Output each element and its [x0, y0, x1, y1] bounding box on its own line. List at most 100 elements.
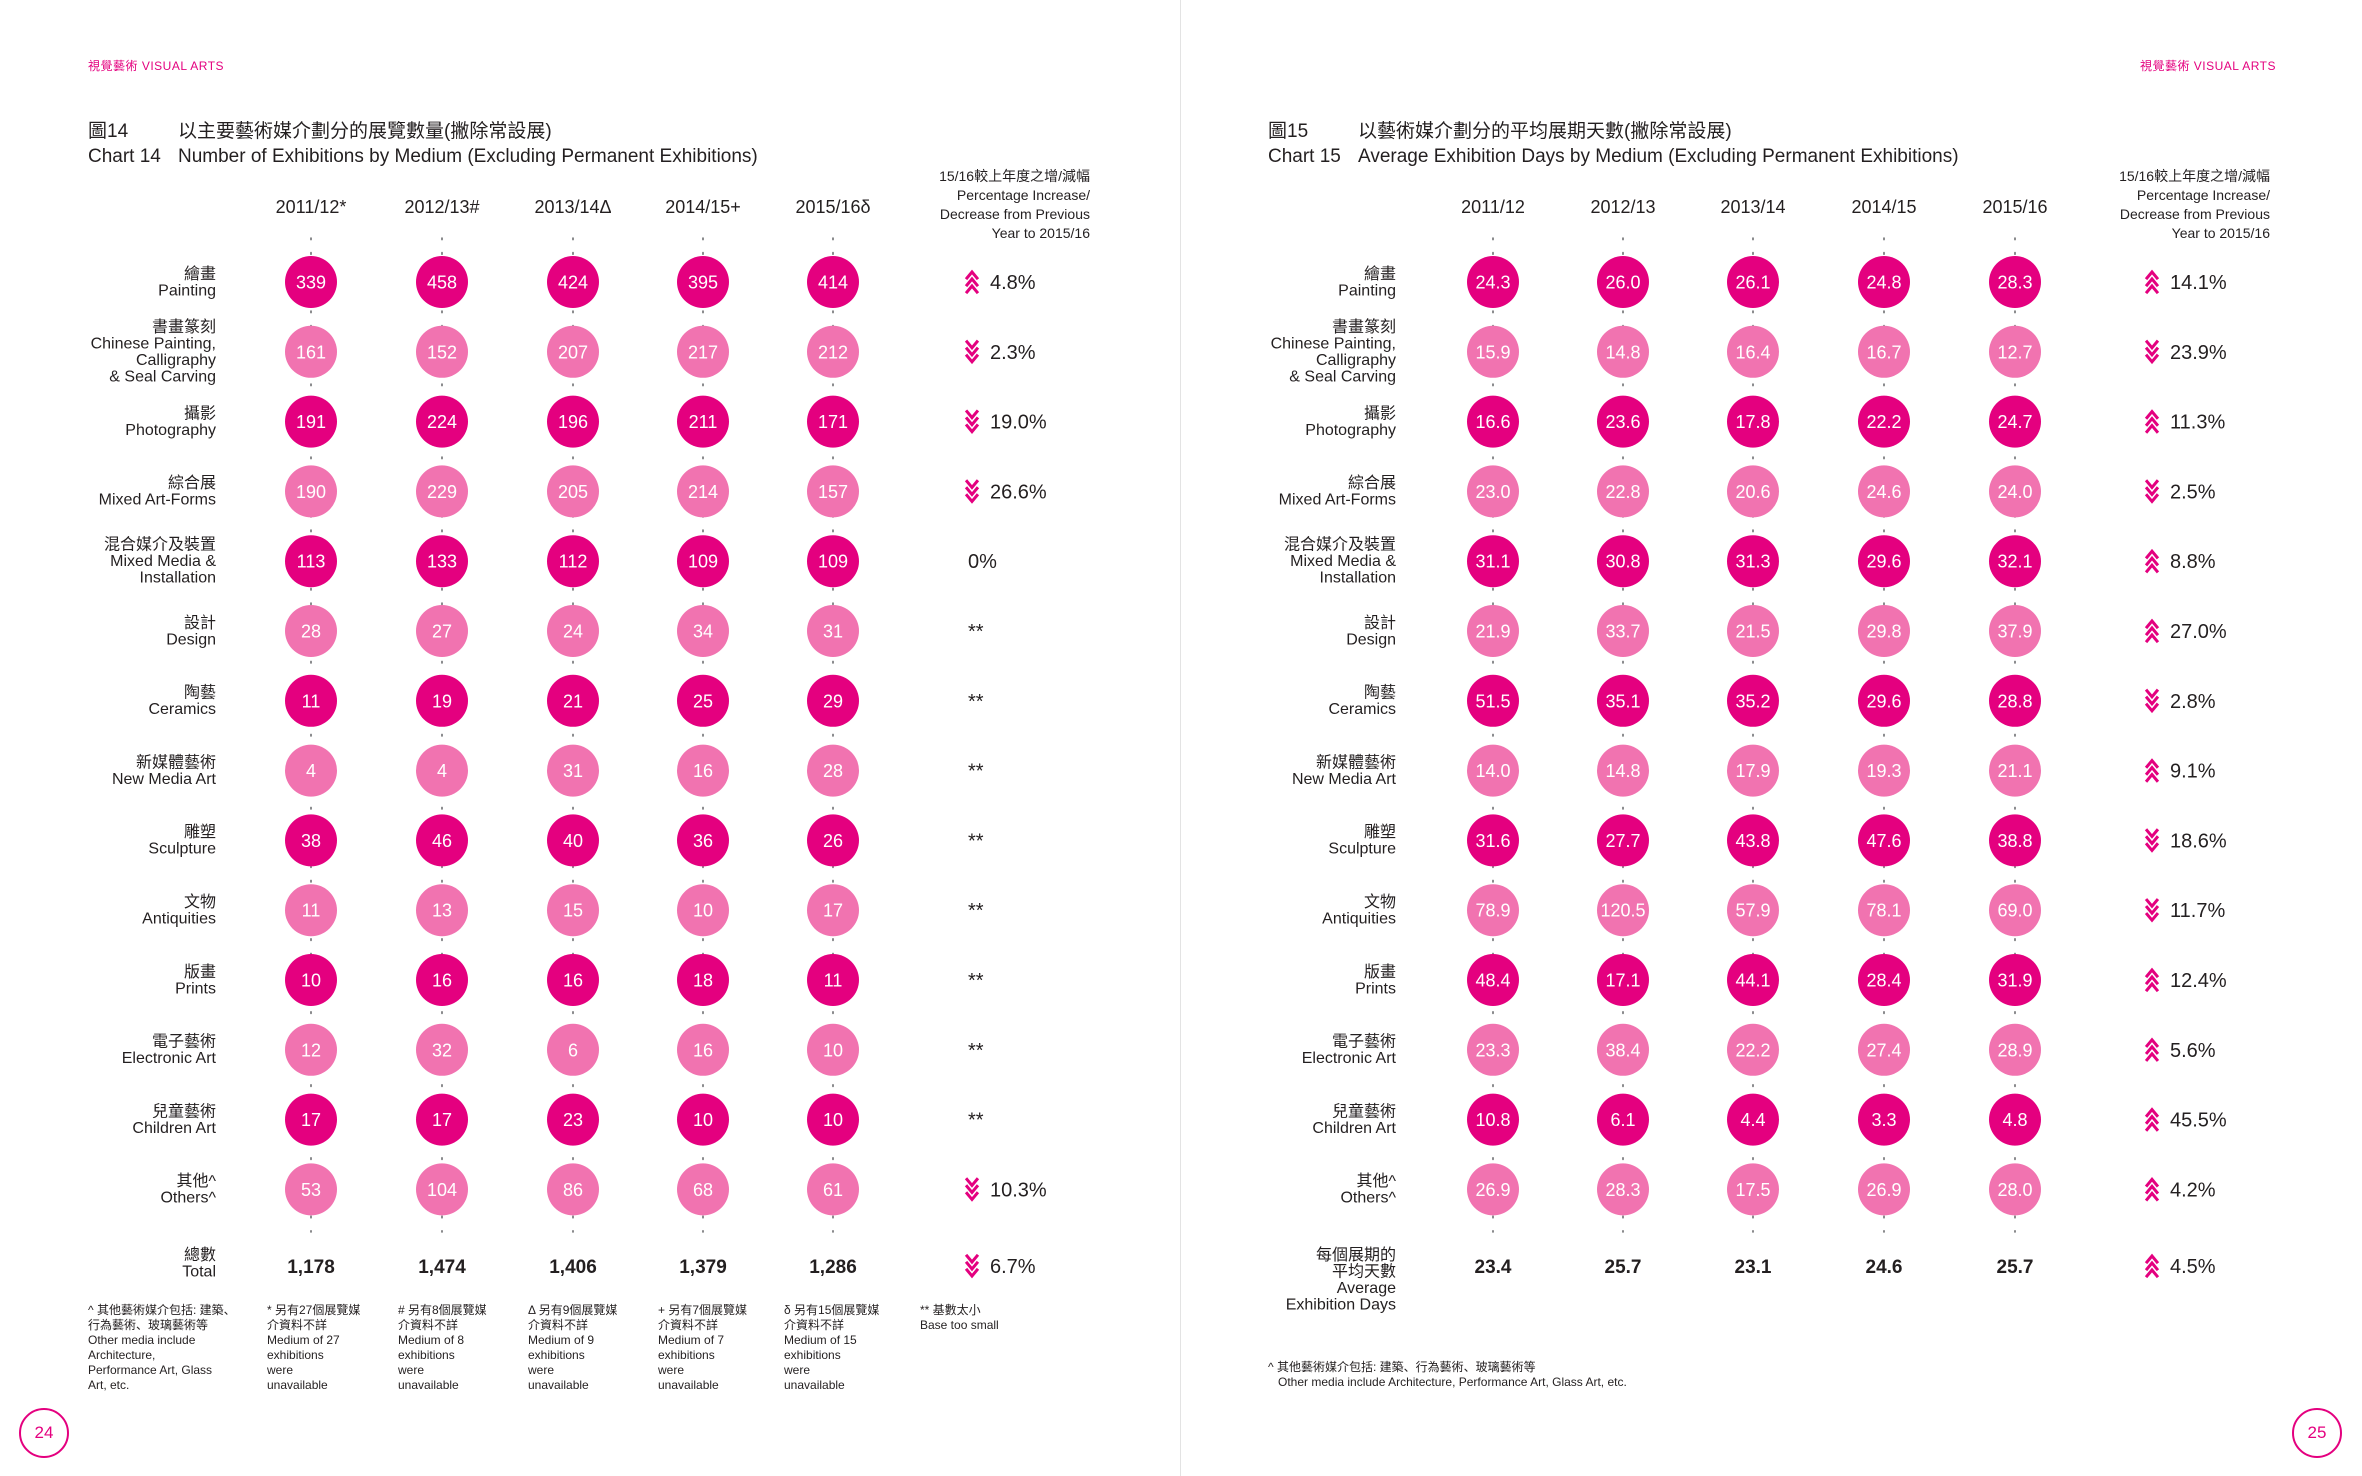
value-bubble	[1989, 256, 2041, 308]
category-label-en: Prints	[1355, 980, 1396, 997]
value-label: 11	[302, 901, 321, 921]
category-label-zh: 陶藝	[1364, 684, 1396, 702]
value-label: 35.1	[1605, 691, 1640, 711]
page-left: 視覺藝術 VISUAL ARTS 24	[0, 0, 1180, 1476]
value-bubble	[1467, 605, 1519, 657]
change-column-header: Percentage Increase/	[957, 187, 1090, 203]
value-bubble	[807, 1163, 859, 1216]
category-label-zh: 文物	[1364, 893, 1396, 911]
value-label: 24.6	[1866, 482, 1901, 502]
footnote: were	[397, 1363, 424, 1377]
value-label: 78.1	[1866, 901, 1901, 921]
value-label: 27.4	[1866, 1040, 1901, 1060]
change-value: 10.3%	[990, 1179, 1047, 1201]
footnote: exhibitions	[267, 1348, 324, 1362]
total-label: 每個展期的	[1316, 1246, 1396, 1264]
value-bubble	[677, 884, 729, 937]
value-label: 23	[563, 1110, 583, 1130]
value-label: 104	[427, 1180, 457, 1200]
value-bubble	[547, 744, 599, 797]
category-label-en: Painting	[158, 282, 216, 299]
increase-arrow-icon	[2144, 1253, 2160, 1279]
value-label: 109	[818, 552, 848, 572]
category-label-zh: 書畫篆刻	[152, 317, 216, 336]
value-bubble	[1727, 325, 1779, 378]
change-value: **	[968, 691, 984, 713]
value-label: 22.2	[1735, 1040, 1770, 1060]
value-bubble	[1989, 1023, 2041, 1076]
change-column-header: 15/16較上年度之增/減幅	[2119, 168, 2270, 184]
total-label: 平均天數	[1332, 1263, 1396, 1281]
value-label: 6	[568, 1040, 578, 1060]
value-bubble	[416, 325, 468, 378]
value-label: 21.9	[1475, 622, 1510, 642]
value-label: 29.8	[1866, 622, 1901, 642]
change-value: 9.1%	[2170, 761, 2216, 783]
footnote: Medium of 7	[658, 1333, 724, 1347]
value-label: 17.9	[1735, 761, 1770, 781]
value-bubble	[547, 256, 599, 308]
value-label: 53	[301, 1180, 321, 1200]
category-label-en: Electronic Art	[122, 1050, 217, 1067]
value-bubble	[547, 395, 599, 448]
total-value: 23.1	[1735, 1257, 1772, 1278]
footnote: unavailable	[658, 1378, 719, 1392]
value-label: 214	[688, 482, 718, 502]
column-header: 2015/16δ	[795, 197, 870, 217]
value-bubble	[547, 605, 599, 657]
category-label-zh: 版畫	[184, 963, 216, 981]
value-label: 25	[693, 691, 713, 711]
footnote: Architecture,	[88, 1348, 155, 1362]
increase-arrow-icon	[2144, 1037, 2160, 1062]
value-bubble	[1597, 814, 1649, 867]
value-label: 32	[432, 1040, 452, 1060]
value-bubble	[416, 884, 468, 937]
change-value: **	[968, 970, 984, 992]
value-label: 23.0	[1475, 482, 1510, 502]
value-bubble	[677, 395, 729, 448]
value-label: 24.8	[1866, 273, 1901, 293]
increase-arrow-icon	[2144, 269, 2160, 295]
value-bubble	[677, 744, 729, 797]
footnote: exhibitions	[784, 1348, 841, 1362]
value-bubble	[1989, 744, 2041, 797]
value-label: 339	[296, 273, 326, 293]
value-bubble	[416, 535, 468, 588]
total-label: Total	[182, 1264, 216, 1281]
total-value: 23.4	[1475, 1257, 1512, 1278]
value-bubble	[416, 465, 468, 518]
total-label: Exhibition Days	[1286, 1297, 1396, 1314]
value-bubble	[285, 395, 337, 448]
value-bubble	[677, 325, 729, 378]
change-value: **	[968, 1110, 984, 1132]
value-label: 224	[427, 412, 457, 432]
column-header: 2013/14Δ	[534, 197, 611, 217]
value-bubble	[807, 256, 859, 308]
decrease-arrow-icon	[2144, 688, 2160, 714]
value-bubble	[1597, 1163, 1649, 1216]
value-label: 15.9	[1475, 342, 1510, 362]
total-value: 24.6	[1866, 1257, 1903, 1278]
value-label: 26.1	[1735, 273, 1770, 293]
value-bubble	[1727, 674, 1779, 727]
value-bubble	[1858, 1023, 1910, 1076]
value-bubble	[1467, 1093, 1519, 1146]
footnote: were	[266, 1363, 293, 1377]
value-label: 4.4	[1740, 1110, 1765, 1130]
value-bubble	[807, 954, 859, 1006]
category-label-en: Design	[1346, 631, 1396, 648]
value-label: 10	[823, 1040, 843, 1060]
decrease-arrow-icon	[964, 339, 980, 365]
page-gutter	[1180, 0, 1181, 1476]
category-label-en: Antiquities	[142, 910, 216, 927]
chart-title-zh: 以藝術媒介劃分的平均展期天數(撇除常設展)	[1358, 120, 1732, 142]
value-label: 171	[818, 412, 848, 432]
category-label-en: New Media Art	[1292, 771, 1397, 788]
value-bubble	[285, 325, 337, 378]
footnote: were	[527, 1363, 554, 1377]
category-label-en: New Media Art	[112, 771, 217, 788]
footnote: were	[783, 1363, 810, 1377]
category-label-en: Calligraphy	[136, 352, 216, 369]
value-label: 46	[432, 831, 452, 851]
value-bubble	[1467, 674, 1519, 727]
